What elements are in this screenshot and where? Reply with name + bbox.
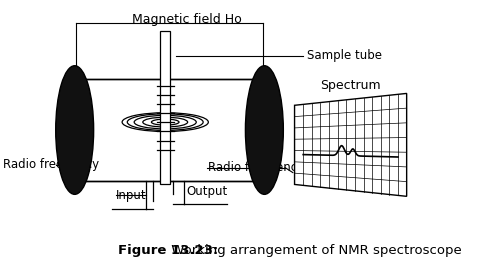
Text: Output: Output [185,185,227,198]
Text: Sample tube: Sample tube [307,49,382,62]
Text: Figure 13.23:: Figure 13.23: [118,244,218,257]
Polygon shape [294,93,406,196]
Ellipse shape [245,66,283,194]
Bar [75,78,264,181]
Text: Magnetic field Ho: Magnetic field Ho [132,13,241,26]
Ellipse shape [56,66,94,194]
Text: Radio frequency: Radio frequency [3,158,99,171]
Text: Spectrum: Spectrum [320,79,380,92]
Text: Input: Input [116,189,146,202]
Text: Radio frequency: Radio frequency [208,161,304,174]
Bar [160,31,170,184]
Text: Working arrangement of NMR spectroscope: Working arrangement of NMR spectroscope [166,244,461,257]
